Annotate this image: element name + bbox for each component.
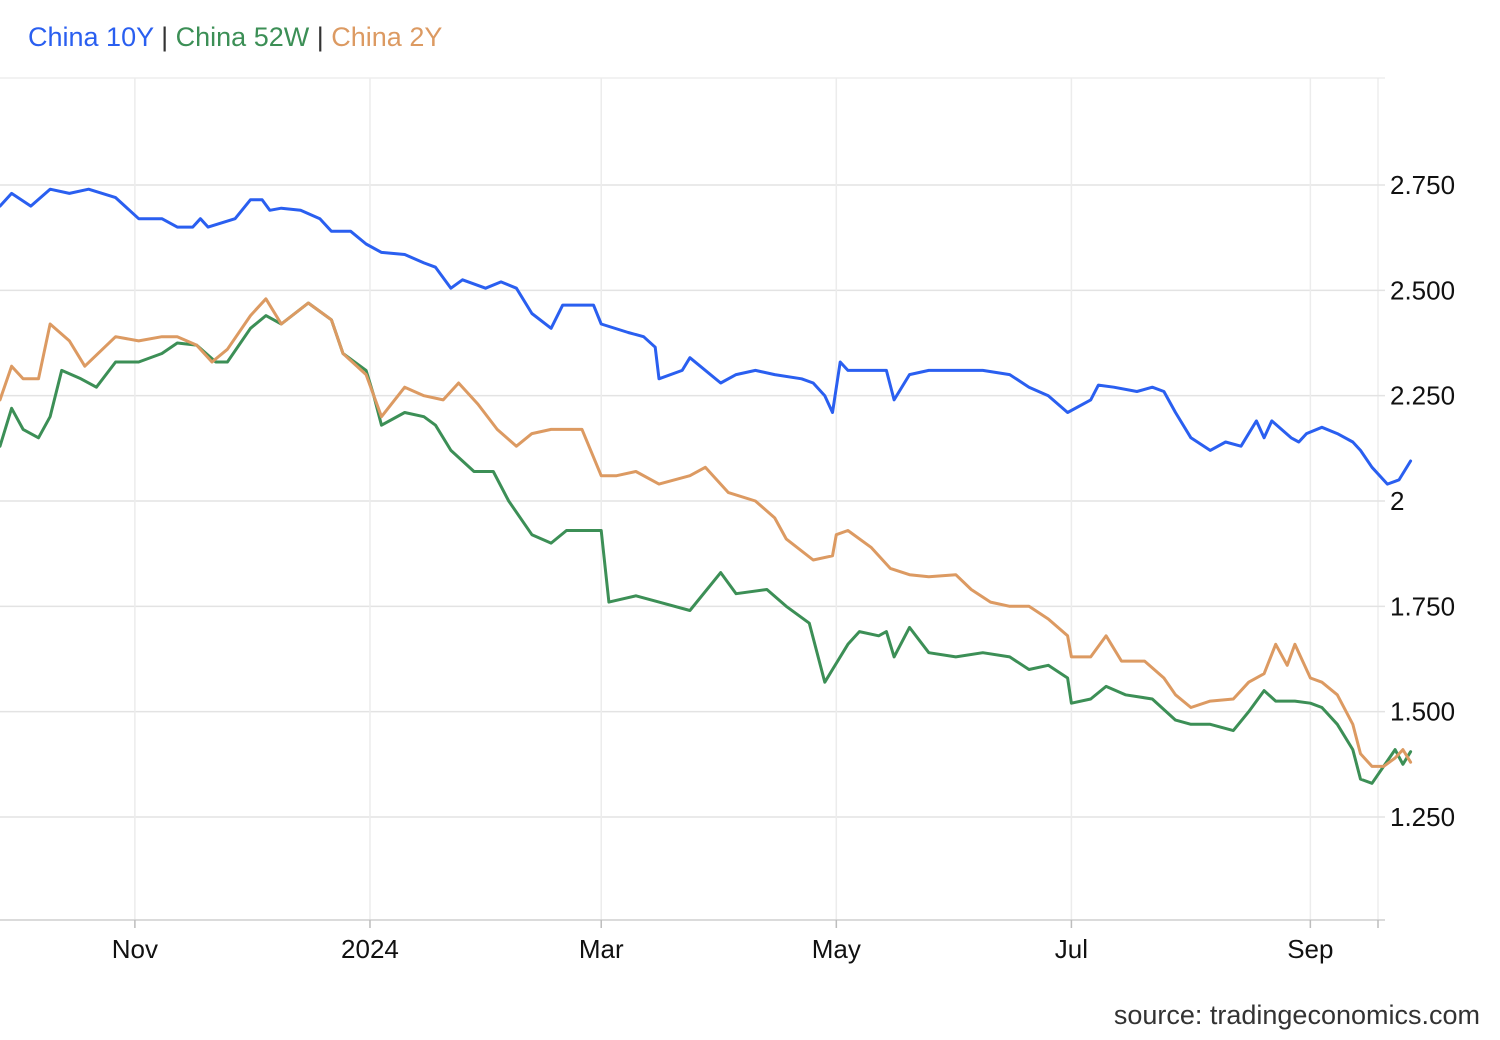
- series-line-china-10y[interactable]: [0, 187, 1413, 486]
- series-line-china-2y[interactable]: [0, 297, 1413, 768]
- tick-labels: 2.750 2.500 2.250 2 1.750 1.500 1.250 Nov 2024 Ma…: [112, 170, 1455, 964]
- x-tick-label: 2024: [341, 934, 399, 964]
- series-layer: [0, 187, 1413, 785]
- series-line-china-52w[interactable]: [0, 301, 1413, 785]
- x-tick-label: Jul: [1055, 934, 1088, 964]
- source-attribution: source: tradingeconomics.com: [1113, 1000, 1480, 1030]
- y-tick-label: 1.500: [1390, 697, 1455, 727]
- axis-layer: [0, 919, 1385, 928]
- y-tick-label: 2: [1390, 486, 1404, 516]
- legend-separator: |: [316, 22, 324, 52]
- grid-layer: [0, 77, 1385, 920]
- y-tick-label: 1.750: [1390, 591, 1455, 621]
- y-tick-label: 1.250: [1390, 802, 1455, 832]
- y-tick-label: 2.750: [1390, 170, 1455, 200]
- legend-separator: |: [161, 22, 169, 52]
- y-tick-label: 2.250: [1390, 381, 1455, 411]
- legend-item-china-10y[interactable]: China 10Y: [28, 22, 154, 52]
- x-tick-label: Nov: [112, 934, 158, 964]
- y-tick-label: 2.500: [1390, 275, 1455, 305]
- x-tick-label: Sep: [1287, 934, 1333, 964]
- x-tick-label: May: [812, 934, 861, 964]
- x-tick-label: Mar: [579, 934, 624, 964]
- legend-item-china-52w[interactable]: China 52W: [175, 22, 310, 52]
- legend: China 10Y | China 52W | China 2Y: [28, 22, 442, 53]
- legend-item-china-2y[interactable]: China 2Y: [331, 22, 443, 52]
